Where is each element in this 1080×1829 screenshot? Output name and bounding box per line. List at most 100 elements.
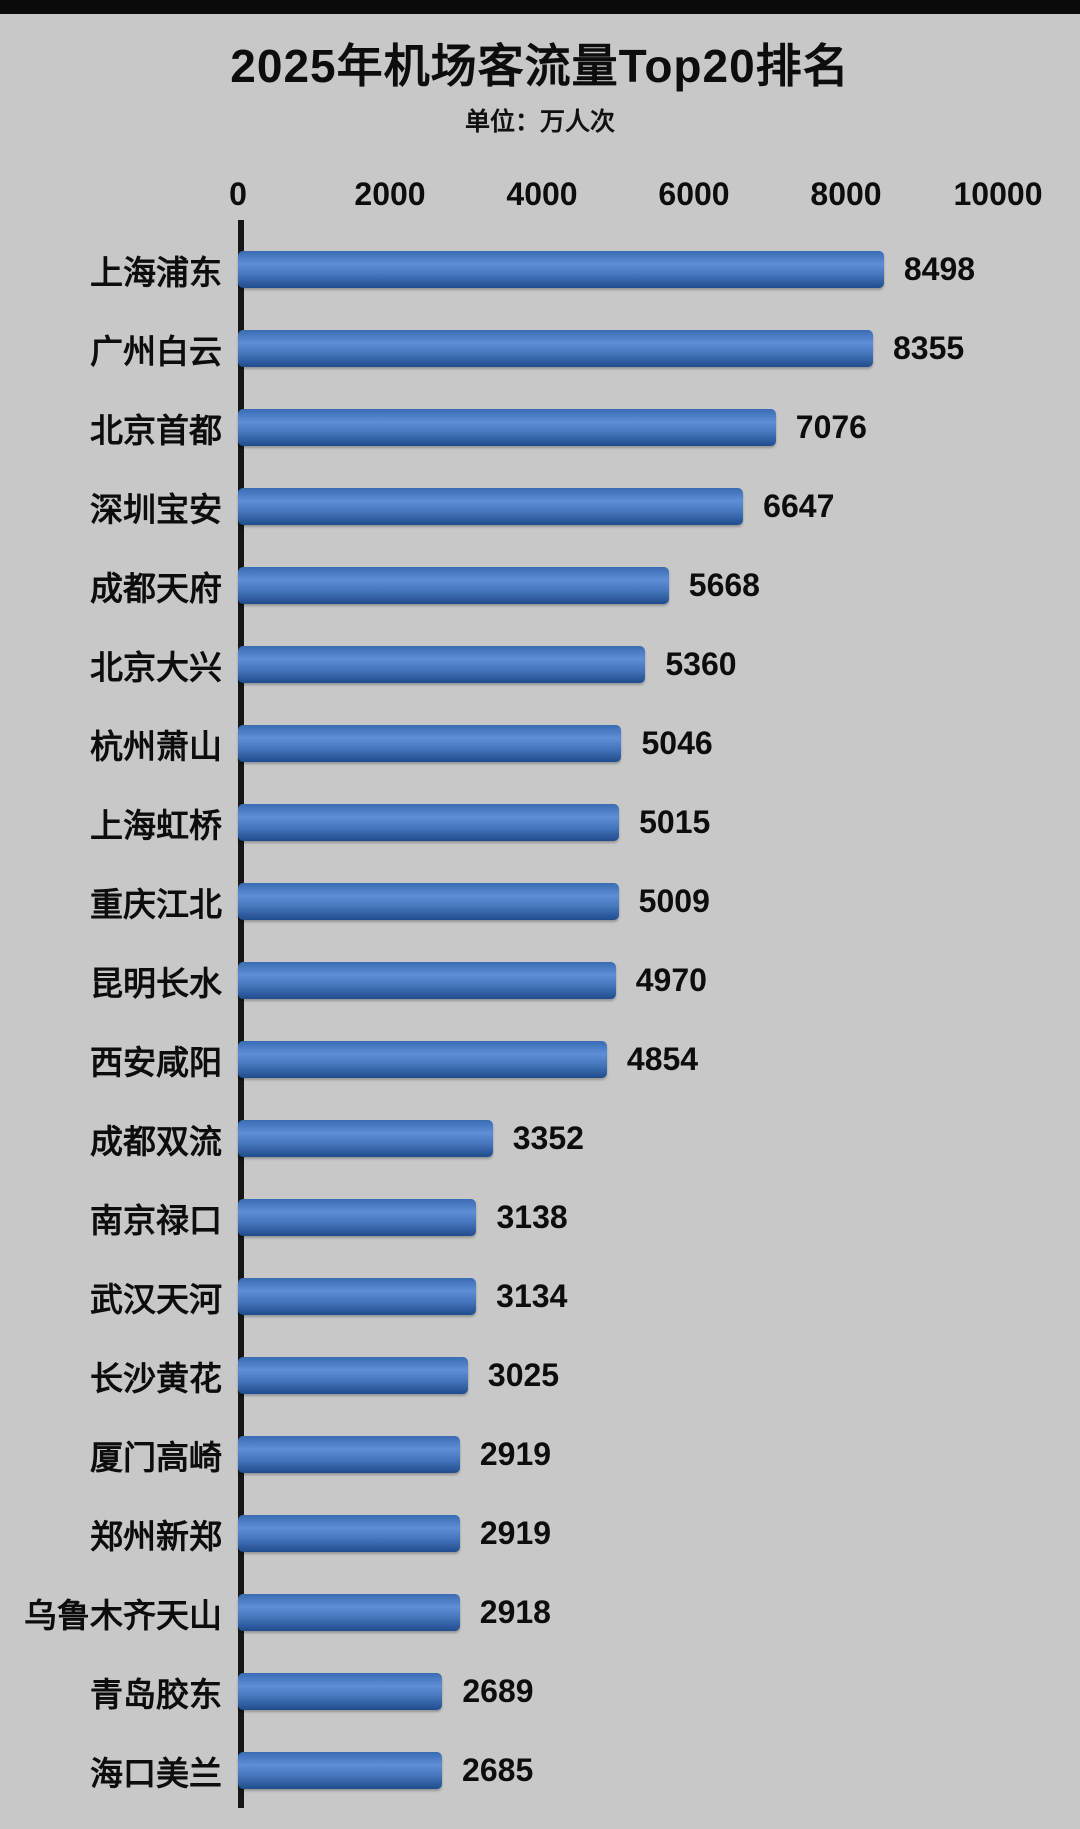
- category-label: 南京禄口: [90, 1201, 222, 1239]
- bar-track: 7076: [238, 388, 998, 467]
- value-label: 2918: [479, 1594, 551, 1630]
- value-label: 5360: [665, 646, 737, 682]
- value-label: 4854: [626, 1041, 699, 1077]
- bar-row: 北京大兴 5360: [8, 625, 1080, 704]
- category-label: 郑州新郑: [90, 1517, 222, 1555]
- bar-row: 西安咸阳 4854: [8, 1020, 1080, 1099]
- value-label: 8355: [892, 330, 965, 366]
- x-tick-label: 6000: [658, 176, 730, 212]
- bar-track: 8498: [238, 230, 998, 309]
- x-tick-label: 2000: [354, 176, 426, 212]
- bar: [238, 804, 620, 841]
- value-label: 6647: [763, 488, 835, 524]
- bar-track: 5360: [238, 625, 998, 704]
- category-label: 长沙黄花: [90, 1359, 222, 1397]
- bar-track: 5015: [238, 783, 998, 862]
- bar: [238, 1199, 477, 1236]
- category-label: 上海浦东: [90, 253, 222, 291]
- category-label: 厦门高崎: [90, 1438, 222, 1476]
- y-axis-line: [238, 220, 244, 1808]
- value-label: 3025: [487, 1357, 560, 1393]
- bar: [238, 1752, 443, 1789]
- value-label: 8498: [903, 251, 976, 287]
- bar-row: 郑州新郑 2919: [8, 1494, 1080, 1573]
- bar-track: 4854: [238, 1020, 998, 1099]
- bar-row: 广州白云 8355: [8, 309, 1080, 388]
- bar-row: 武汉天河 3134: [8, 1257, 1080, 1336]
- bar: [238, 1673, 443, 1710]
- bar-track: 2919: [238, 1494, 998, 1573]
- bar-track: 4970: [238, 941, 998, 1020]
- category-label: 北京首都: [90, 411, 222, 449]
- x-tick-label: 8000: [810, 176, 882, 212]
- bar: [238, 1357, 468, 1394]
- category-label: 海口美兰: [90, 1754, 222, 1792]
- x-tick-label: 10000: [953, 176, 1043, 212]
- bar-track: 5009: [238, 862, 998, 941]
- category-label: 西安咸阳: [90, 1043, 222, 1081]
- x-axis: 0 2000 4000 6000 8000 10000: [229, 176, 1042, 214]
- bar: [238, 1278, 477, 1315]
- category-label: 成都天府: [90, 569, 222, 607]
- bar: [238, 725, 622, 762]
- bar-row: 上海虹桥 5015: [8, 783, 1080, 862]
- bar-row: 成都天府 5668: [8, 546, 1080, 625]
- x-tick-label: 4000: [506, 176, 578, 212]
- bar-row: 青岛胶东 2689: [8, 1652, 1080, 1731]
- category-label: 昆明长水: [90, 964, 222, 1002]
- bar-row: 杭州萧山 5046: [8, 704, 1080, 783]
- bar-track: 5046: [238, 704, 998, 783]
- value-label: 3138: [496, 1199, 568, 1235]
- x-tick-label: 0: [229, 176, 247, 212]
- bar: [238, 646, 646, 683]
- bar-track: 3138: [238, 1178, 998, 1257]
- value-label: 7076: [795, 409, 867, 445]
- bar-row: 北京首都 7076: [8, 388, 1080, 467]
- bar-row: 上海浦东 8498: [8, 230, 1080, 309]
- value-label: 5668: [688, 567, 760, 603]
- value-label: 5046: [641, 725, 713, 761]
- bar-track: 2918: [238, 1573, 998, 1652]
- bar-row: 长沙黄花 3025: [8, 1336, 1080, 1415]
- bar-track: 2689: [238, 1652, 998, 1731]
- bar-row: 昆明长水 4970: [8, 941, 1080, 1020]
- bar: [238, 1041, 607, 1078]
- category-label: 青岛胶东: [90, 1675, 222, 1713]
- bar: [238, 962, 616, 999]
- value-label: 2919: [479, 1436, 552, 1472]
- bar: [238, 1515, 460, 1552]
- bar: [238, 409, 776, 446]
- bar-row: 南京禄口 3138: [8, 1178, 1080, 1257]
- bar-row: 海口美兰 2685: [8, 1731, 1080, 1810]
- bar-track: 2685: [238, 1731, 998, 1810]
- value-label: 2919: [479, 1515, 552, 1551]
- bar: [238, 883, 619, 920]
- bar: [238, 330, 873, 367]
- bar-track: 8355: [238, 309, 998, 388]
- bar: [238, 488, 744, 525]
- bar-row: 厦门高崎 2919: [8, 1415, 1080, 1494]
- bar-track: 3134: [238, 1257, 998, 1336]
- category-label: 杭州萧山: [90, 727, 222, 765]
- bar-row: 成都双流 3352: [8, 1099, 1080, 1178]
- bar: [238, 1436, 460, 1473]
- value-label: 2689: [462, 1673, 534, 1709]
- bar-track: 6647: [238, 467, 998, 546]
- value-label: 3352: [512, 1120, 584, 1156]
- value-label: 4970: [635, 962, 707, 998]
- chart-body: 上海浦东 8498 广州白云 8355 北京首都 7076 深圳宝安 6647 成都天府 5668…: [0, 220, 1080, 1810]
- category-label: 上海虹桥: [90, 806, 222, 844]
- category-label: 深圳宝安: [90, 490, 222, 528]
- chart-unit-label: 单位：万人次: [464, 108, 615, 136]
- category-label: 成都双流: [90, 1122, 222, 1160]
- bar-track: 5668: [238, 546, 998, 625]
- category-label: 北京大兴: [90, 648, 222, 686]
- bar-track: 3025: [238, 1336, 998, 1415]
- bar-track: 2919: [238, 1415, 998, 1494]
- value-label: 2685: [462, 1752, 534, 1788]
- category-label: 武汉天河: [90, 1280, 222, 1318]
- category-label: 重庆江北: [90, 885, 222, 923]
- bar: [238, 567, 669, 604]
- bar-row: 乌鲁木齐天山 2918: [8, 1573, 1080, 1652]
